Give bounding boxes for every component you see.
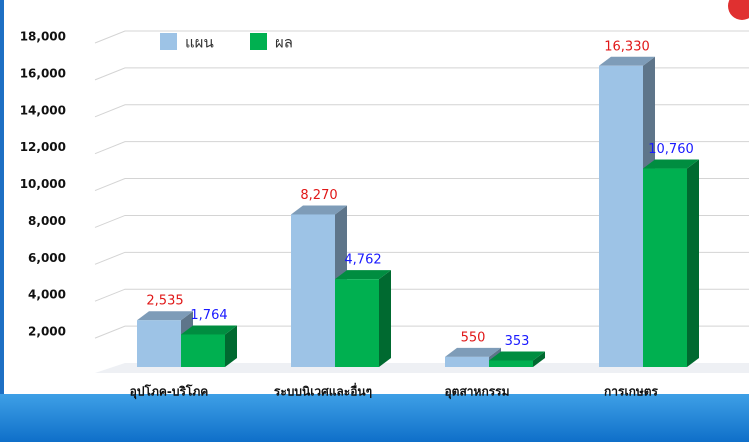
left-border bbox=[0, 0, 4, 394]
bar-front bbox=[181, 334, 225, 367]
y-tick-label: 2,000 bbox=[28, 325, 66, 339]
bar-front bbox=[335, 279, 379, 367]
bar-front bbox=[137, 320, 181, 367]
x-tick-label: ระบบนิเวศและอื่นๆ bbox=[274, 383, 372, 399]
value-label: 353 bbox=[505, 334, 530, 349]
bar-front bbox=[643, 169, 687, 367]
value-label: 2,535 bbox=[146, 294, 183, 309]
value-label: 10,760 bbox=[648, 142, 694, 157]
value-label: 1,764 bbox=[190, 308, 227, 323]
value-label: 16,330 bbox=[604, 39, 650, 54]
footer-band bbox=[0, 394, 749, 442]
y-tick-label: 12,000 bbox=[20, 140, 66, 154]
value-label: 8,270 bbox=[300, 188, 337, 203]
value-label: 4,762 bbox=[344, 253, 381, 268]
bar-side bbox=[379, 270, 391, 367]
y-tick-label: 4,000 bbox=[28, 288, 66, 302]
bar-front bbox=[291, 214, 335, 367]
bar-front bbox=[599, 66, 643, 367]
legend-swatch bbox=[250, 33, 267, 50]
legend-label: แผน bbox=[185, 34, 214, 52]
y-tick-label: 16,000 bbox=[20, 66, 66, 80]
bar bbox=[181, 325, 237, 367]
x-tick-label: อุตสาหกรรม bbox=[444, 385, 509, 400]
chart: 2,000 4,000 6,000 8,000 10,000 12,000 14,000 16… bbox=[0, 0, 749, 442]
y-tick-label: 10,000 bbox=[20, 177, 66, 191]
value-label: 550 bbox=[461, 330, 486, 345]
y-tick-label: 8,000 bbox=[28, 214, 66, 228]
legend-swatch bbox=[160, 33, 177, 50]
y-tick-label: 6,000 bbox=[28, 251, 66, 265]
bar-side bbox=[687, 160, 699, 367]
y-tick-label: 14,000 bbox=[20, 103, 66, 117]
x-tick-label: อุปโภค-บริโภค bbox=[130, 384, 209, 400]
x-tick-label: การเกษตร bbox=[604, 385, 659, 399]
legend-label: ผล bbox=[275, 34, 293, 52]
bar bbox=[643, 160, 699, 367]
y-tick-label: 18,000 bbox=[20, 30, 66, 44]
bar-front bbox=[445, 357, 489, 367]
bar bbox=[335, 270, 391, 367]
bar-front bbox=[489, 360, 533, 367]
